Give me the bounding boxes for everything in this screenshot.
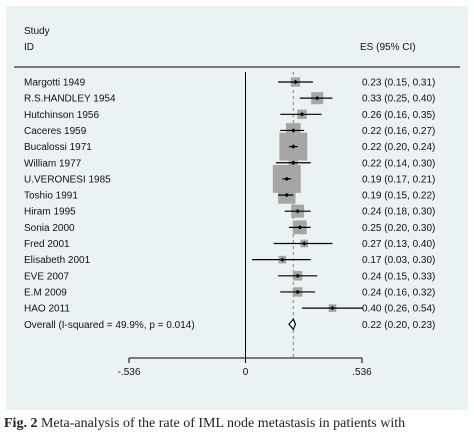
study-es-ci: 0.27 (0.13, 0.40) — [362, 239, 435, 250]
study-label: EVE 2007 — [24, 271, 69, 282]
forest-plot: Study ID ES (95% CI) Margotti 1949 0.23 (… — [14, 26, 460, 378]
header-study: Study — [24, 26, 50, 37]
x-tick-label: -.536 — [118, 367, 141, 378]
x-tick-label: 0 — [243, 367, 249, 378]
study-label: E.M 2009 — [24, 287, 67, 298]
point-estimate — [291, 144, 296, 149]
point-estimate — [295, 273, 300, 278]
overall-es-ci: 0.22 (0.20, 0.23) — [362, 320, 435, 331]
study-es-ci: 0.19 (0.17, 0.21) — [362, 174, 435, 185]
study-es-ci: 0.17 (0.03, 0.30) — [362, 255, 435, 266]
point-estimate — [295, 209, 300, 214]
caption-text: Meta-analysis of the rate of IML node me… — [40, 416, 406, 431]
study-label: Toshio 1991 — [24, 191, 78, 202]
study-label: Bucalossi 1971 — [24, 142, 92, 153]
study-es-ci: 0.24 (0.15, 0.33) — [362, 271, 435, 282]
point-estimate — [284, 192, 289, 198]
study-label: Margotti 1949 — [24, 78, 86, 89]
study-label: Caceres 1959 — [24, 126, 87, 137]
study-label: Elisabeth 2001 — [24, 255, 91, 266]
overall-label: Overall (I-squared = 49.9%, p = 0.014) — [24, 320, 195, 331]
study-es-ci: 0.22 (0.14, 0.30) — [362, 158, 435, 169]
point-estimate — [315, 95, 320, 101]
study-label: Sonia 2000 — [24, 223, 75, 234]
study-label: Fred 2001 — [24, 239, 70, 250]
study-label: U.VERONESI 1985 — [24, 174, 111, 185]
header-id: ID — [24, 42, 34, 53]
point-estimate — [280, 257, 285, 262]
study-es-ci: 0.25 (0.20, 0.30) — [362, 223, 435, 234]
study-label: Hiram 1995 — [24, 207, 76, 218]
point-estimate — [330, 305, 335, 311]
study-es-ci: 0.23 (0.15, 0.31) — [362, 78, 435, 89]
overall-diamond — [288, 318, 297, 331]
point-estimate — [284, 176, 289, 182]
study-es-ci: 0.40 (0.26, 0.54) — [362, 304, 435, 315]
point-estimate — [293, 79, 298, 85]
study-label: Hutchinson 1956 — [24, 110, 99, 121]
point-estimate — [301, 241, 307, 246]
study-label: HAO 2011 — [24, 304, 70, 315]
x-tick-label: .536 — [352, 367, 372, 378]
study-label: William 1977 — [24, 158, 82, 169]
point-estimate — [291, 160, 296, 165]
study-es-ci: 0.24 (0.16, 0.32) — [362, 287, 435, 298]
caption-label: Fig. 2 — [4, 416, 38, 431]
point-estimate — [291, 128, 296, 133]
point-estimate — [297, 225, 303, 230]
study-es-ci: 0.33 (0.25, 0.40) — [362, 94, 435, 105]
chart-layer: Margotti 1949 0.23 (0.15, 0.31) R.S.HANDLE… — [24, 72, 435, 378]
study-es-ci: 0.22 (0.16, 0.27) — [362, 126, 435, 137]
study-es-ci: 0.24 (0.18, 0.30) — [362, 207, 435, 218]
study-es-ci: 0.26 (0.16, 0.35) — [362, 110, 435, 121]
study-label: R.S.HANDLEY 1954 — [24, 94, 116, 105]
figure-caption: Fig. 2 Meta-analysis of the rate of IML … — [4, 416, 474, 432]
point-estimate — [295, 289, 300, 295]
plot-background — [6, 6, 468, 410]
point-estimate — [299, 112, 305, 117]
header-es: ES (95% CI) — [360, 42, 416, 53]
study-es-ci: 0.22 (0.20, 0.24) — [362, 142, 435, 153]
study-es-ci: 0.19 (0.15, 0.22) — [362, 191, 435, 202]
